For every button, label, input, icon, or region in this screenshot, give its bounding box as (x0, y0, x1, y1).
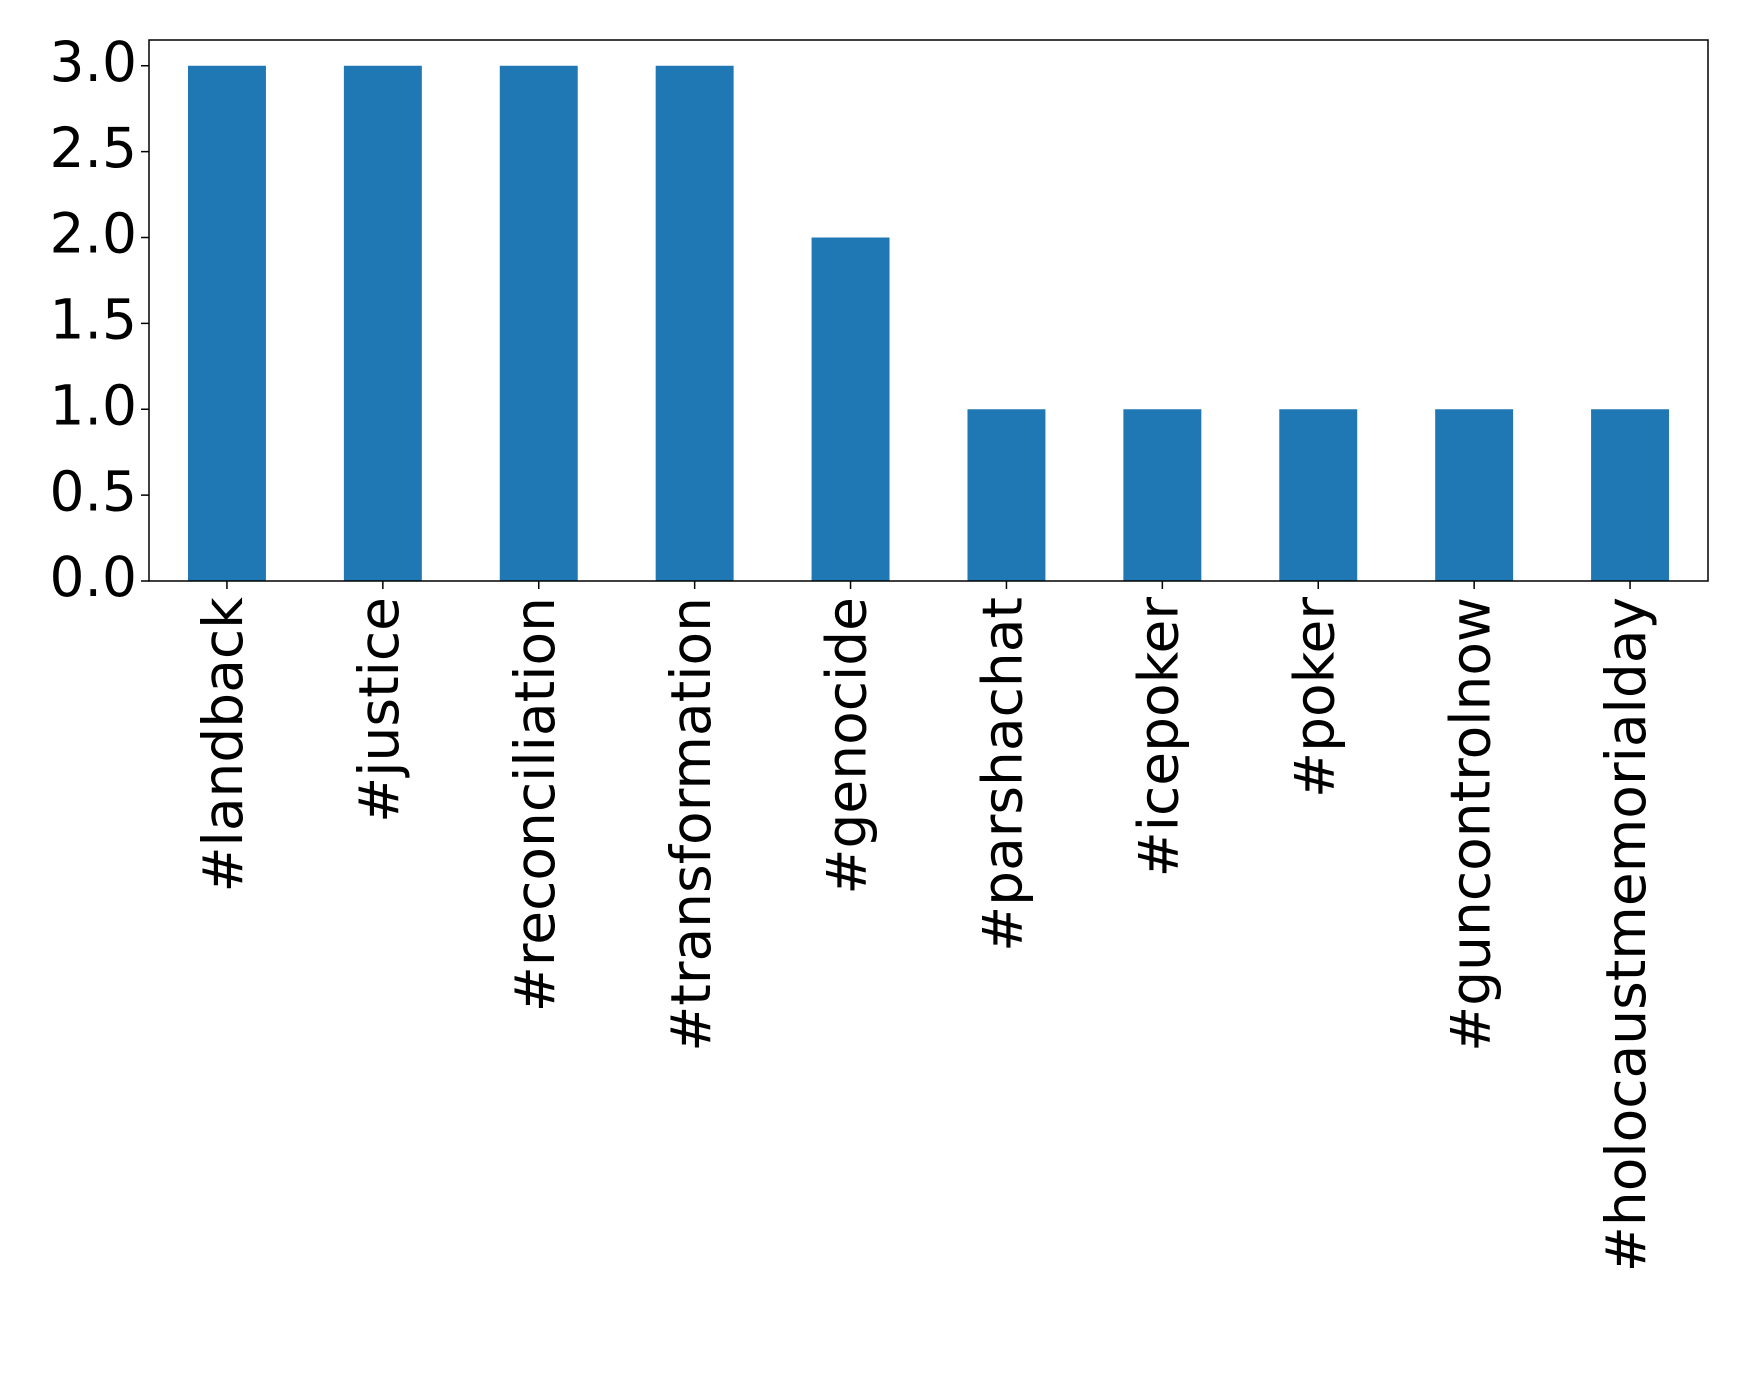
x-tick-label: #landback (191, 597, 255, 893)
bar (1591, 409, 1670, 581)
y-tick-label: 0.5 (50, 459, 137, 523)
x-tick-label: #holocaustmemorialday (1594, 597, 1658, 1272)
y-tick-label: 3.0 (50, 30, 137, 94)
x-tick-label: #icepoker (1126, 597, 1190, 878)
y-tick-label: 1.0 (50, 373, 137, 437)
y-tick-label: 2.0 (50, 202, 137, 266)
bar (1123, 409, 1202, 581)
bar (967, 409, 1046, 581)
bar (343, 65, 422, 581)
x-tick-label: #transformation (659, 597, 723, 1052)
bar (811, 237, 890, 581)
bar (1279, 409, 1358, 581)
y-tick-label: 2.5 (50, 116, 137, 180)
x-tick-label: #guncontrolnow (1438, 597, 1502, 1052)
y-tick-label: 1.5 (50, 288, 137, 352)
bar (499, 65, 578, 581)
x-tick-label: #parshachat (971, 597, 1035, 952)
x-tick-label: #poker (1282, 597, 1346, 798)
y-tick-label: 0.0 (50, 545, 137, 609)
bar (655, 65, 734, 581)
bar (187, 65, 266, 581)
x-tick-label: #reconciliation (503, 597, 567, 1012)
x-tick-label: #justice (347, 597, 411, 823)
plot-frame (148, 39, 1709, 582)
bar (1435, 409, 1514, 581)
x-tick-label: #genocide (815, 597, 879, 895)
